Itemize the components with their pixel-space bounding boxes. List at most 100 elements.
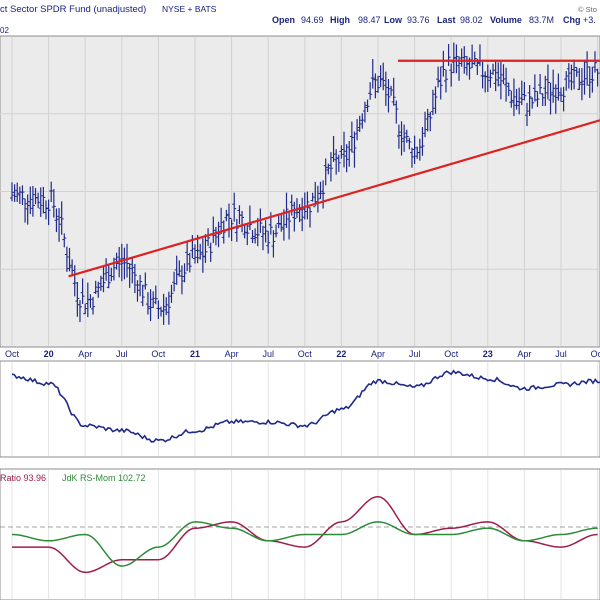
ohlc-bar (464, 56, 469, 76)
ohlc-bar (318, 181, 323, 200)
ohlc-bar (344, 144, 349, 173)
ohlc-bar (564, 71, 569, 91)
ohlc-bar (378, 65, 383, 87)
ohlc-bar (200, 238, 205, 273)
ohlc-bar (376, 75, 380, 93)
ohlc-bar (148, 289, 153, 322)
ohlc-bar (216, 221, 221, 248)
ohlc-bar (38, 187, 43, 217)
ohlc-bar (15, 182, 20, 202)
ohlc-bar (360, 113, 365, 129)
ratio-legend: Ratio 93.96 (0, 473, 46, 483)
x-tick-label: 23 (483, 349, 493, 359)
ohlc-bar (263, 220, 268, 243)
ohlc-bar (135, 280, 140, 302)
date-fragment: 02 (0, 26, 9, 35)
ohlc-bar (208, 242, 213, 262)
ohlc-bar (247, 205, 252, 231)
ohlc-bar (203, 234, 208, 263)
x-tick-label: 21 (190, 349, 200, 359)
ohlc-bar (104, 258, 109, 281)
ohlc-bar (161, 293, 166, 325)
ohlc-bar (556, 73, 561, 101)
ohlc-bar (517, 87, 522, 115)
ohlc-bar (585, 51, 590, 86)
ohlc-bar (75, 281, 80, 317)
ohlc-bar (342, 131, 347, 168)
ohlc-bar (328, 152, 333, 182)
ohlc-bar (245, 224, 250, 246)
ohlc-bar (36, 192, 41, 208)
ohlc-bar (219, 207, 224, 235)
ohlc-bar (62, 233, 67, 248)
ohlc-bar (140, 284, 145, 307)
ohlc-bar (130, 257, 135, 284)
ohlc-bar (412, 135, 417, 164)
ohlc-bar (10, 182, 14, 202)
ohlc-bar (287, 210, 292, 240)
ohlc-bar (127, 263, 132, 288)
ohlc-bar (279, 214, 284, 232)
x-tick-label: Jul (262, 349, 274, 359)
ohlc-bar (221, 220, 226, 244)
ohlc-bar (352, 131, 357, 168)
ohlc-bar (266, 230, 271, 254)
open-label: Open (272, 15, 295, 25)
ohlc-bar (20, 185, 25, 206)
ohlc-bar (572, 59, 577, 90)
ohlc-bar (143, 272, 148, 290)
last-value: 98.02 (460, 15, 483, 25)
ohlc-bar (423, 111, 428, 138)
ohlc-bar (592, 51, 597, 73)
ohlc-bar (449, 63, 454, 87)
ohlc-bar (349, 121, 354, 153)
ohlc-bar (250, 230, 255, 244)
ohlc-bar (308, 207, 313, 228)
ohlc-bar (182, 263, 187, 283)
chg-value: +3. (583, 15, 596, 25)
ohlc-bar (80, 278, 85, 304)
ohlc-bar (25, 194, 30, 225)
ohlc-bar (339, 145, 344, 159)
ohlc-bar (54, 208, 59, 233)
ohlc-bar (514, 88, 519, 110)
ohlc-bar (88, 294, 93, 308)
ohlc-bar (331, 135, 336, 162)
last-label: Last (437, 15, 456, 25)
ohlc-bar (595, 68, 600, 87)
ohlc-bar (43, 200, 48, 220)
ohlc-bar (164, 297, 169, 316)
low-value: 93.76 (407, 15, 430, 25)
ohlc-bar (46, 199, 51, 226)
symbol-title: ct Sector SPDR Fund (unadjusted) (0, 4, 146, 15)
trendline (68, 119, 600, 278)
ohlc-bar (574, 66, 579, 77)
ohlc-bar (195, 234, 200, 264)
ohlc-bar (347, 140, 352, 167)
ohlc-bar (551, 69, 556, 103)
chg-label: Chg (563, 15, 581, 25)
ohlc-bar (206, 228, 211, 246)
ohlc-bar (326, 163, 331, 175)
ohlc-bar (532, 74, 537, 102)
ohlc-bar (72, 265, 77, 297)
ohlc-bar (300, 197, 305, 232)
ohlc-bar (323, 158, 328, 186)
x-tick-label: Jul (116, 349, 128, 359)
ohlc-bar (582, 60, 587, 95)
price-bars (10, 42, 600, 325)
ohlc-bar (535, 91, 540, 107)
ohlc-bar (522, 82, 527, 101)
ohlc-bar (12, 184, 17, 202)
x-tick-label: Jul (409, 349, 421, 359)
ohlc-bar (174, 255, 179, 285)
x-tick-label: Oct (444, 349, 459, 359)
ohlc-bar (64, 246, 69, 272)
high-value: 98.47 (358, 15, 381, 25)
ohlc-bar (540, 93, 545, 107)
ohlc-bar (402, 124, 407, 152)
x-tick-label: Apr (78, 349, 92, 359)
ohlc-bar (119, 243, 124, 282)
x-tick-label: Jul (555, 349, 567, 359)
ohlc-bar (530, 97, 535, 109)
